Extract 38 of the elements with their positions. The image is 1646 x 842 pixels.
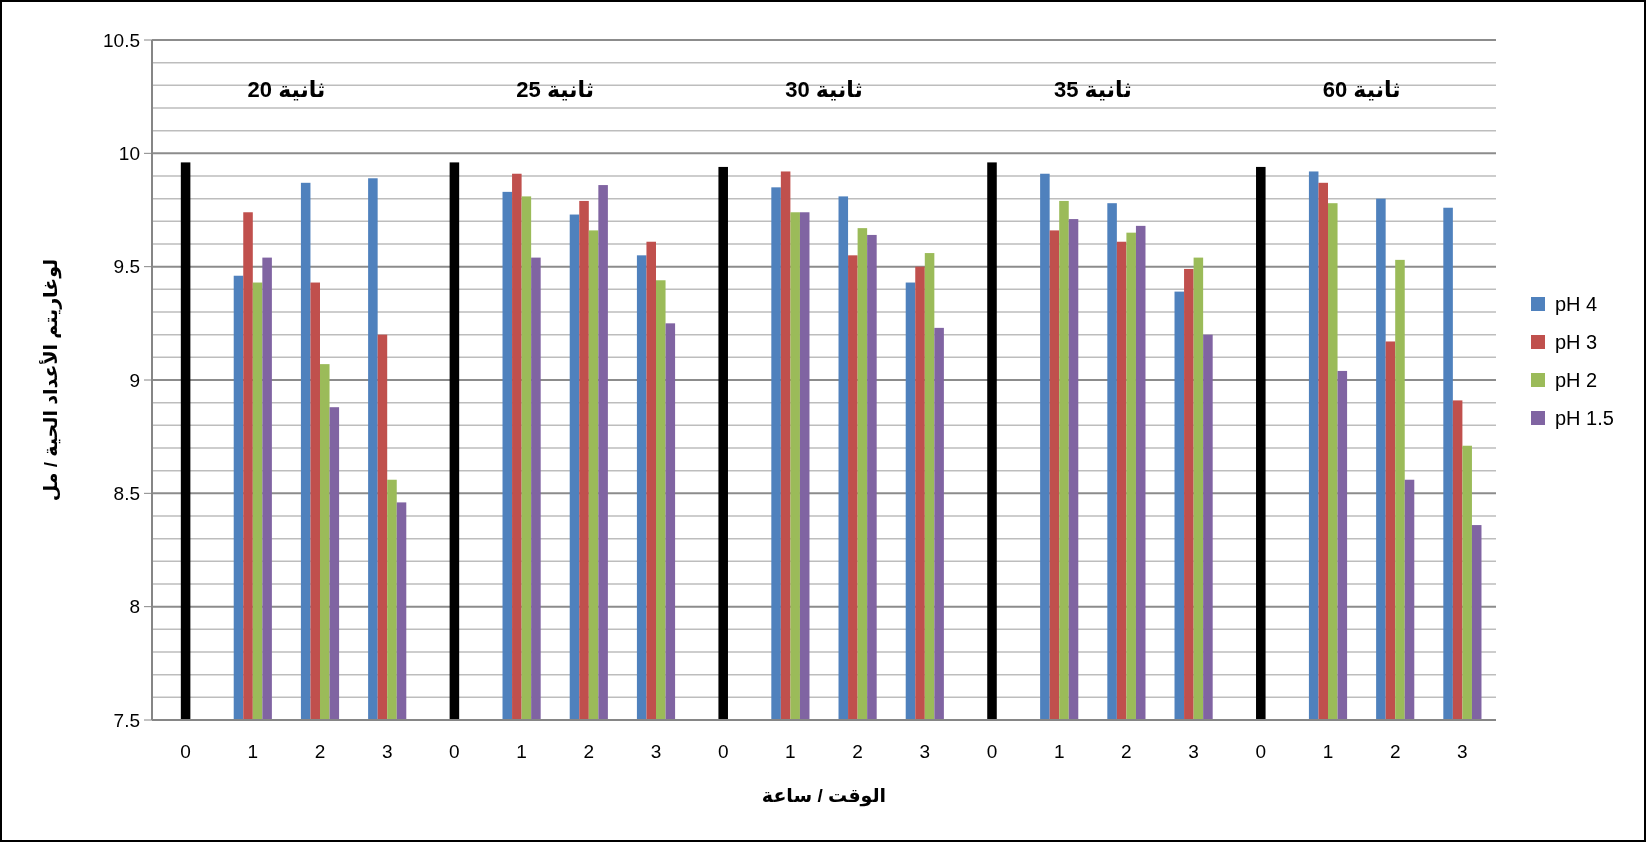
x-tick-label: 2: [852, 741, 863, 762]
y-tick-label: 9.5: [113, 256, 140, 278]
y-axis-title: لوغاريتم الأعداد الحية / مل: [39, 258, 62, 502]
y-tick-label: 10.5: [103, 29, 140, 51]
legend-label: pH 4: [1555, 293, 1598, 315]
x-tick-label: 1: [1322, 741, 1334, 762]
x-tick-label: 2: [1121, 741, 1132, 762]
x-tick-label: 3: [650, 741, 662, 762]
x-tick-label: 3: [919, 741, 931, 762]
x-tick-label: 0: [1255, 741, 1267, 762]
y-tick-label: 7.5: [113, 709, 140, 731]
legend-label: pH 2: [1555, 369, 1598, 391]
x-tick-label: 3: [1188, 741, 1199, 762]
x-tick-label: 1: [516, 741, 527, 762]
x-tick-label: 1: [1053, 741, 1065, 762]
annotation: 20 ثانية: [247, 76, 326, 102]
x-tick-label: 3: [381, 741, 393, 762]
y-tick-label: 8.5: [113, 482, 140, 504]
x-tick-label: 1: [785, 741, 796, 762]
annotation: 35 ثانية: [1053, 76, 1132, 102]
x-tick-label: 1: [247, 741, 259, 762]
annotation: 60 ثانية: [1322, 76, 1401, 102]
x-tick-label: 3: [1457, 741, 1468, 762]
x-tick-label: 0: [986, 741, 998, 762]
legend-label: pH 3: [1555, 331, 1598, 353]
x-tick-label: 2: [1389, 741, 1401, 762]
y-tick-label: 8: [129, 596, 140, 618]
x-tick-label: 0: [180, 741, 191, 762]
y-tick-label: 9: [129, 369, 140, 391]
legend-label: pH 1.5: [1555, 407, 1614, 429]
x-axis-title: الوقت / ساعة: [761, 785, 887, 807]
y-tick-label: 10: [118, 142, 140, 164]
x-tick-label: 2: [314, 741, 326, 762]
x-tick-label: 0: [717, 741, 729, 762]
x-tick-label: 0: [449, 741, 460, 762]
x-tick-label: 2: [583, 741, 595, 762]
annotation: 30 ثانية: [785, 76, 863, 102]
annotation: 25 ثانية: [516, 76, 595, 102]
